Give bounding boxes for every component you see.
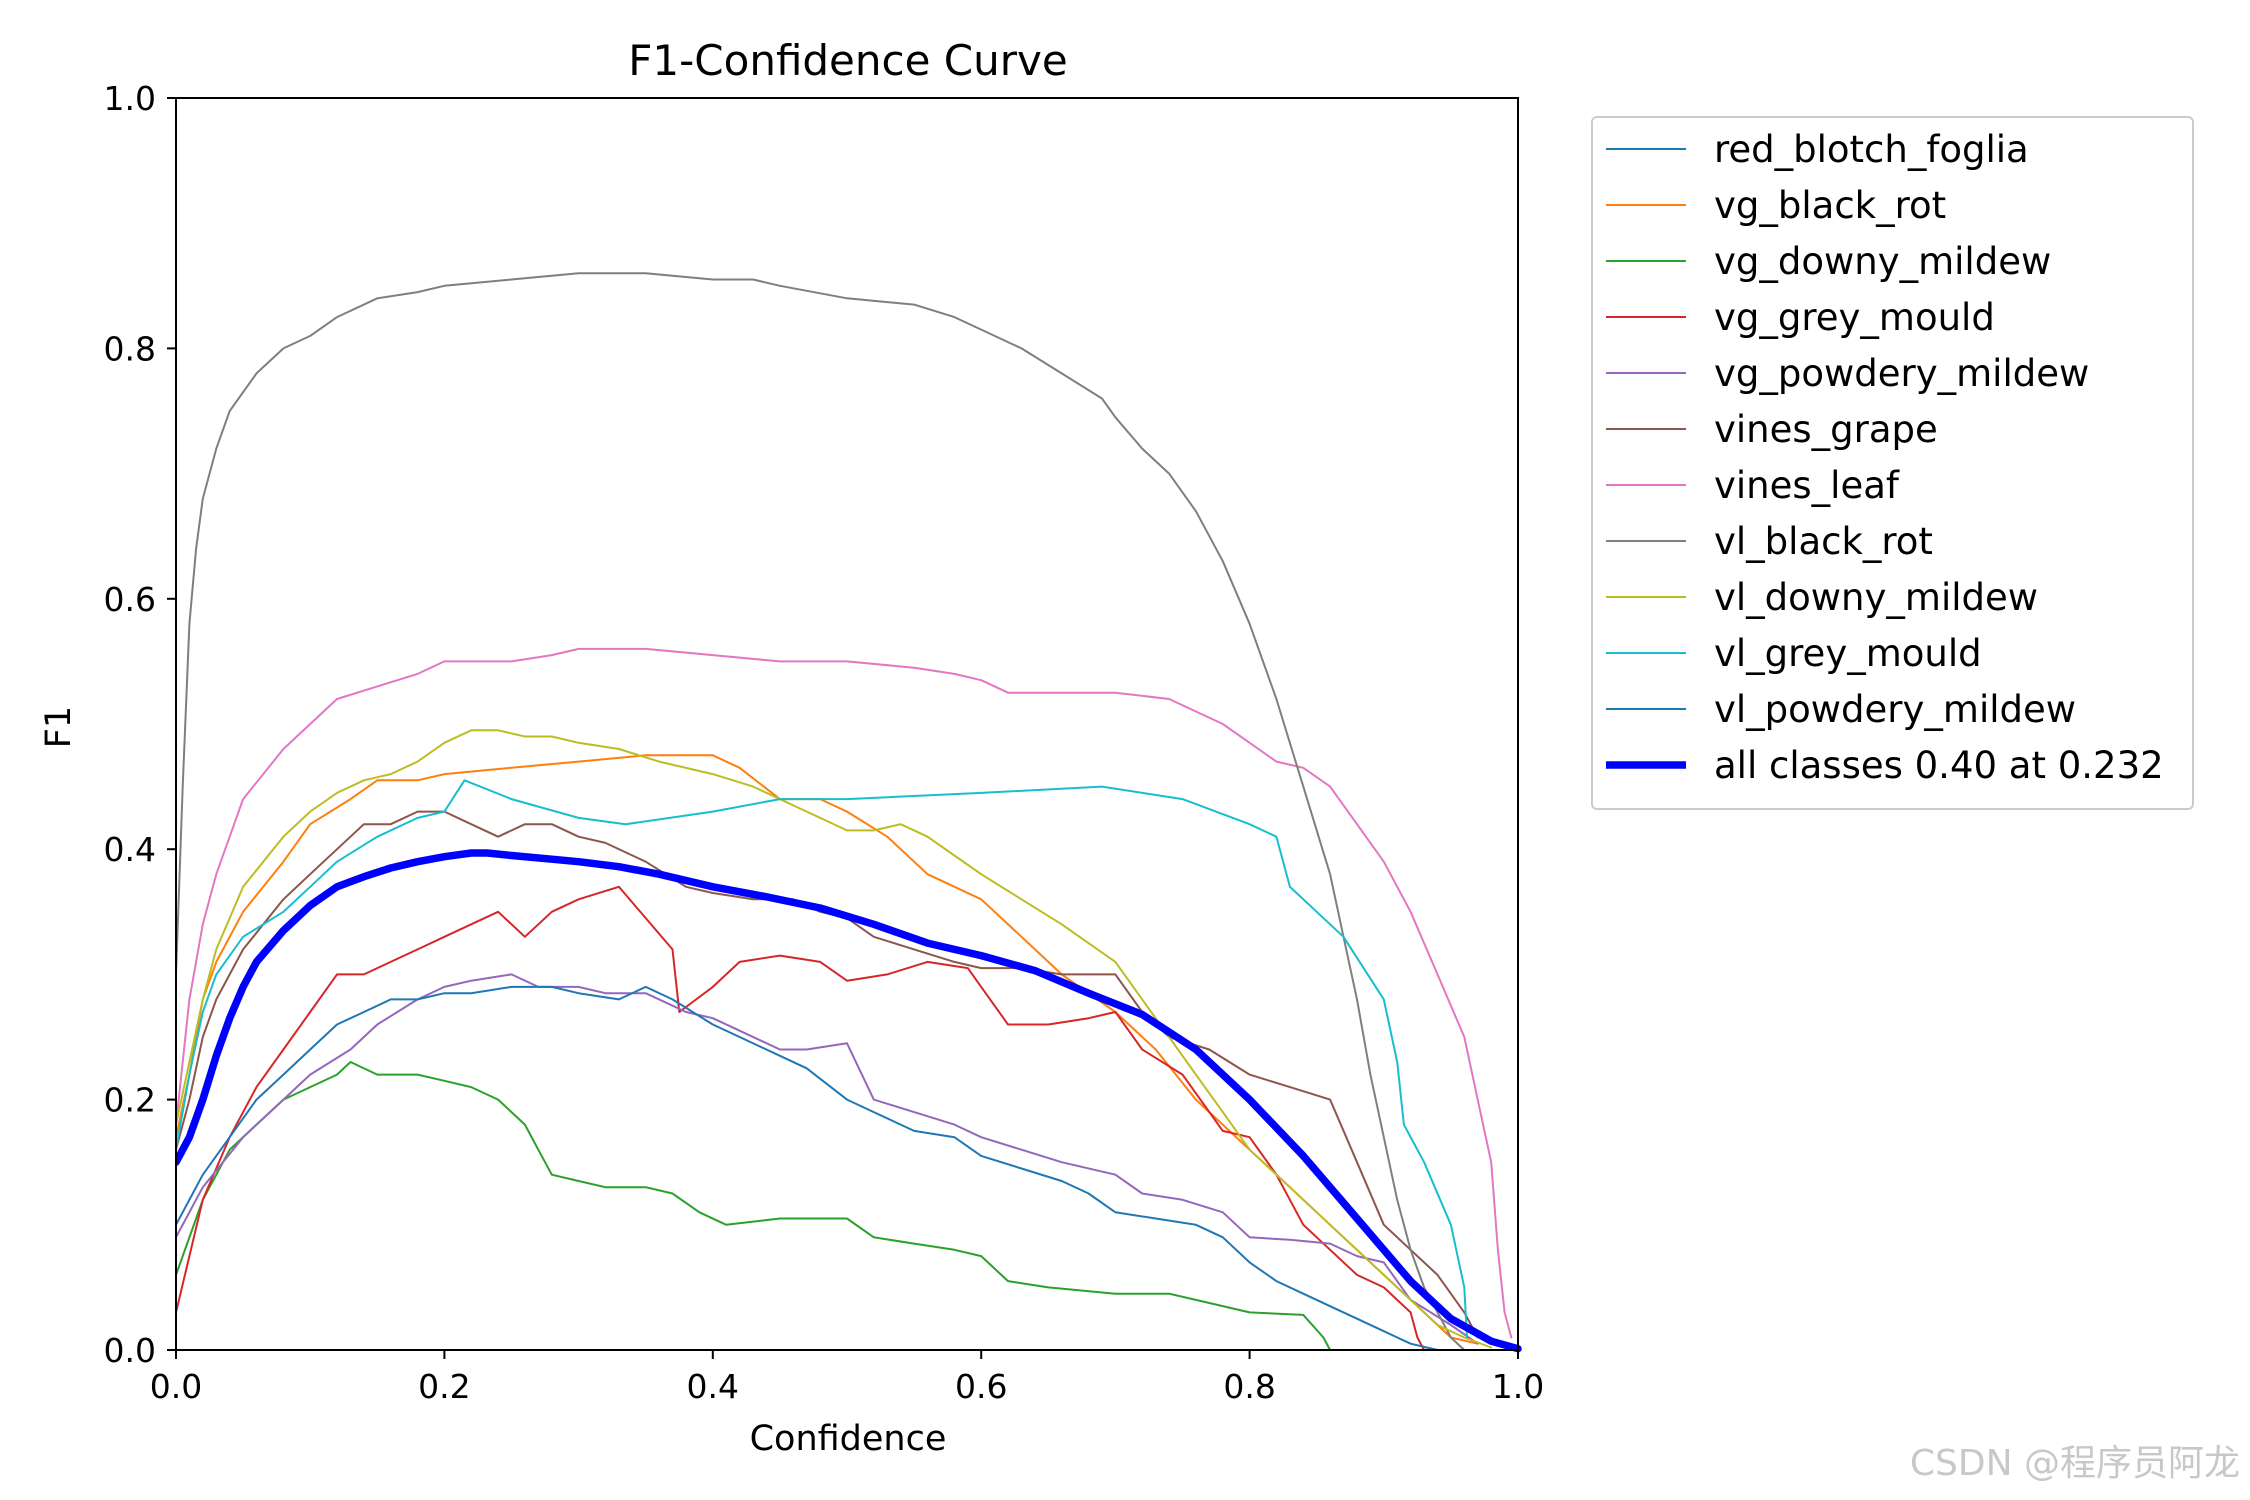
- y-tick-label: 0.8: [104, 329, 156, 368]
- x-axis-label: Confidence: [750, 1419, 947, 1459]
- legend-label: vg_powdery_mildew: [1714, 352, 2089, 395]
- series-line-6: [176, 647, 1513, 1339]
- legend: red_blotch_foglia vg_black_rot vg_downy_mi…: [1591, 116, 2194, 810]
- plot-lines: [176, 272, 1522, 1353]
- x-tick-label: 0.6: [955, 1367, 1007, 1406]
- series-line-5: [176, 810, 1479, 1339]
- legend-label: all classes 0.40 at 0.232: [1714, 744, 2164, 787]
- y-tick-label: 1.0: [104, 79, 156, 118]
- legend-label: vg_black_rot: [1714, 184, 1946, 227]
- x-tick-label: 0.4: [687, 1367, 739, 1406]
- series-line-2: [176, 1061, 1385, 1351]
- x-tick-label: 0.2: [418, 1367, 470, 1406]
- y-tick-label: 0.4: [104, 830, 156, 869]
- y-axis-label: F1: [39, 706, 79, 748]
- plot-frame: [175, 97, 1519, 1351]
- legend-label: vl_powdery_mildew: [1714, 688, 2076, 731]
- legend-label: red_blotch_foglia: [1714, 128, 2029, 171]
- legend-label: vg_grey_mould: [1714, 296, 1995, 339]
- legend-box: [1591, 116, 2194, 810]
- chart-title: F1-Confidence Curve: [628, 36, 1067, 85]
- series-line-4: [176, 973, 1479, 1345]
- series-line-8: [176, 729, 1493, 1349]
- series-line-10: [176, 985, 1439, 1351]
- series-line-1: [176, 754, 1479, 1345]
- legend-label: vl_downy_mildew: [1714, 576, 2038, 619]
- legend-label: vines_grape: [1714, 408, 1938, 451]
- y-tick-label: 0.0: [104, 1331, 156, 1370]
- x-tick-label: 1.0: [1492, 1367, 1544, 1406]
- axes: 0.0 0.2 0.4 0.6 0.8 1.0 0.0 0.2 0.4 0.6 0.8 1.0: [104, 79, 1545, 1406]
- series-line-9: [176, 779, 1468, 1339]
- y-tick-label: 0.6: [104, 580, 156, 619]
- x-tick-label: 0.0: [150, 1367, 202, 1406]
- series-line-11: [176, 849, 1522, 1353]
- series-line-7: [176, 272, 1466, 1351]
- legend-label: vg_downy_mildew: [1714, 240, 2051, 283]
- legend-label: vl_grey_mould: [1714, 632, 1982, 675]
- y-tick-label: 0.2: [104, 1081, 156, 1120]
- watermark: CSDN @程序员阿龙: [1910, 1443, 2240, 1484]
- series-line-3: [176, 885, 1426, 1351]
- x-tick-label: 0.8: [1223, 1367, 1275, 1406]
- legend-label: vl_black_rot: [1714, 520, 1933, 563]
- legend-label: vines_leaf: [1714, 464, 1900, 507]
